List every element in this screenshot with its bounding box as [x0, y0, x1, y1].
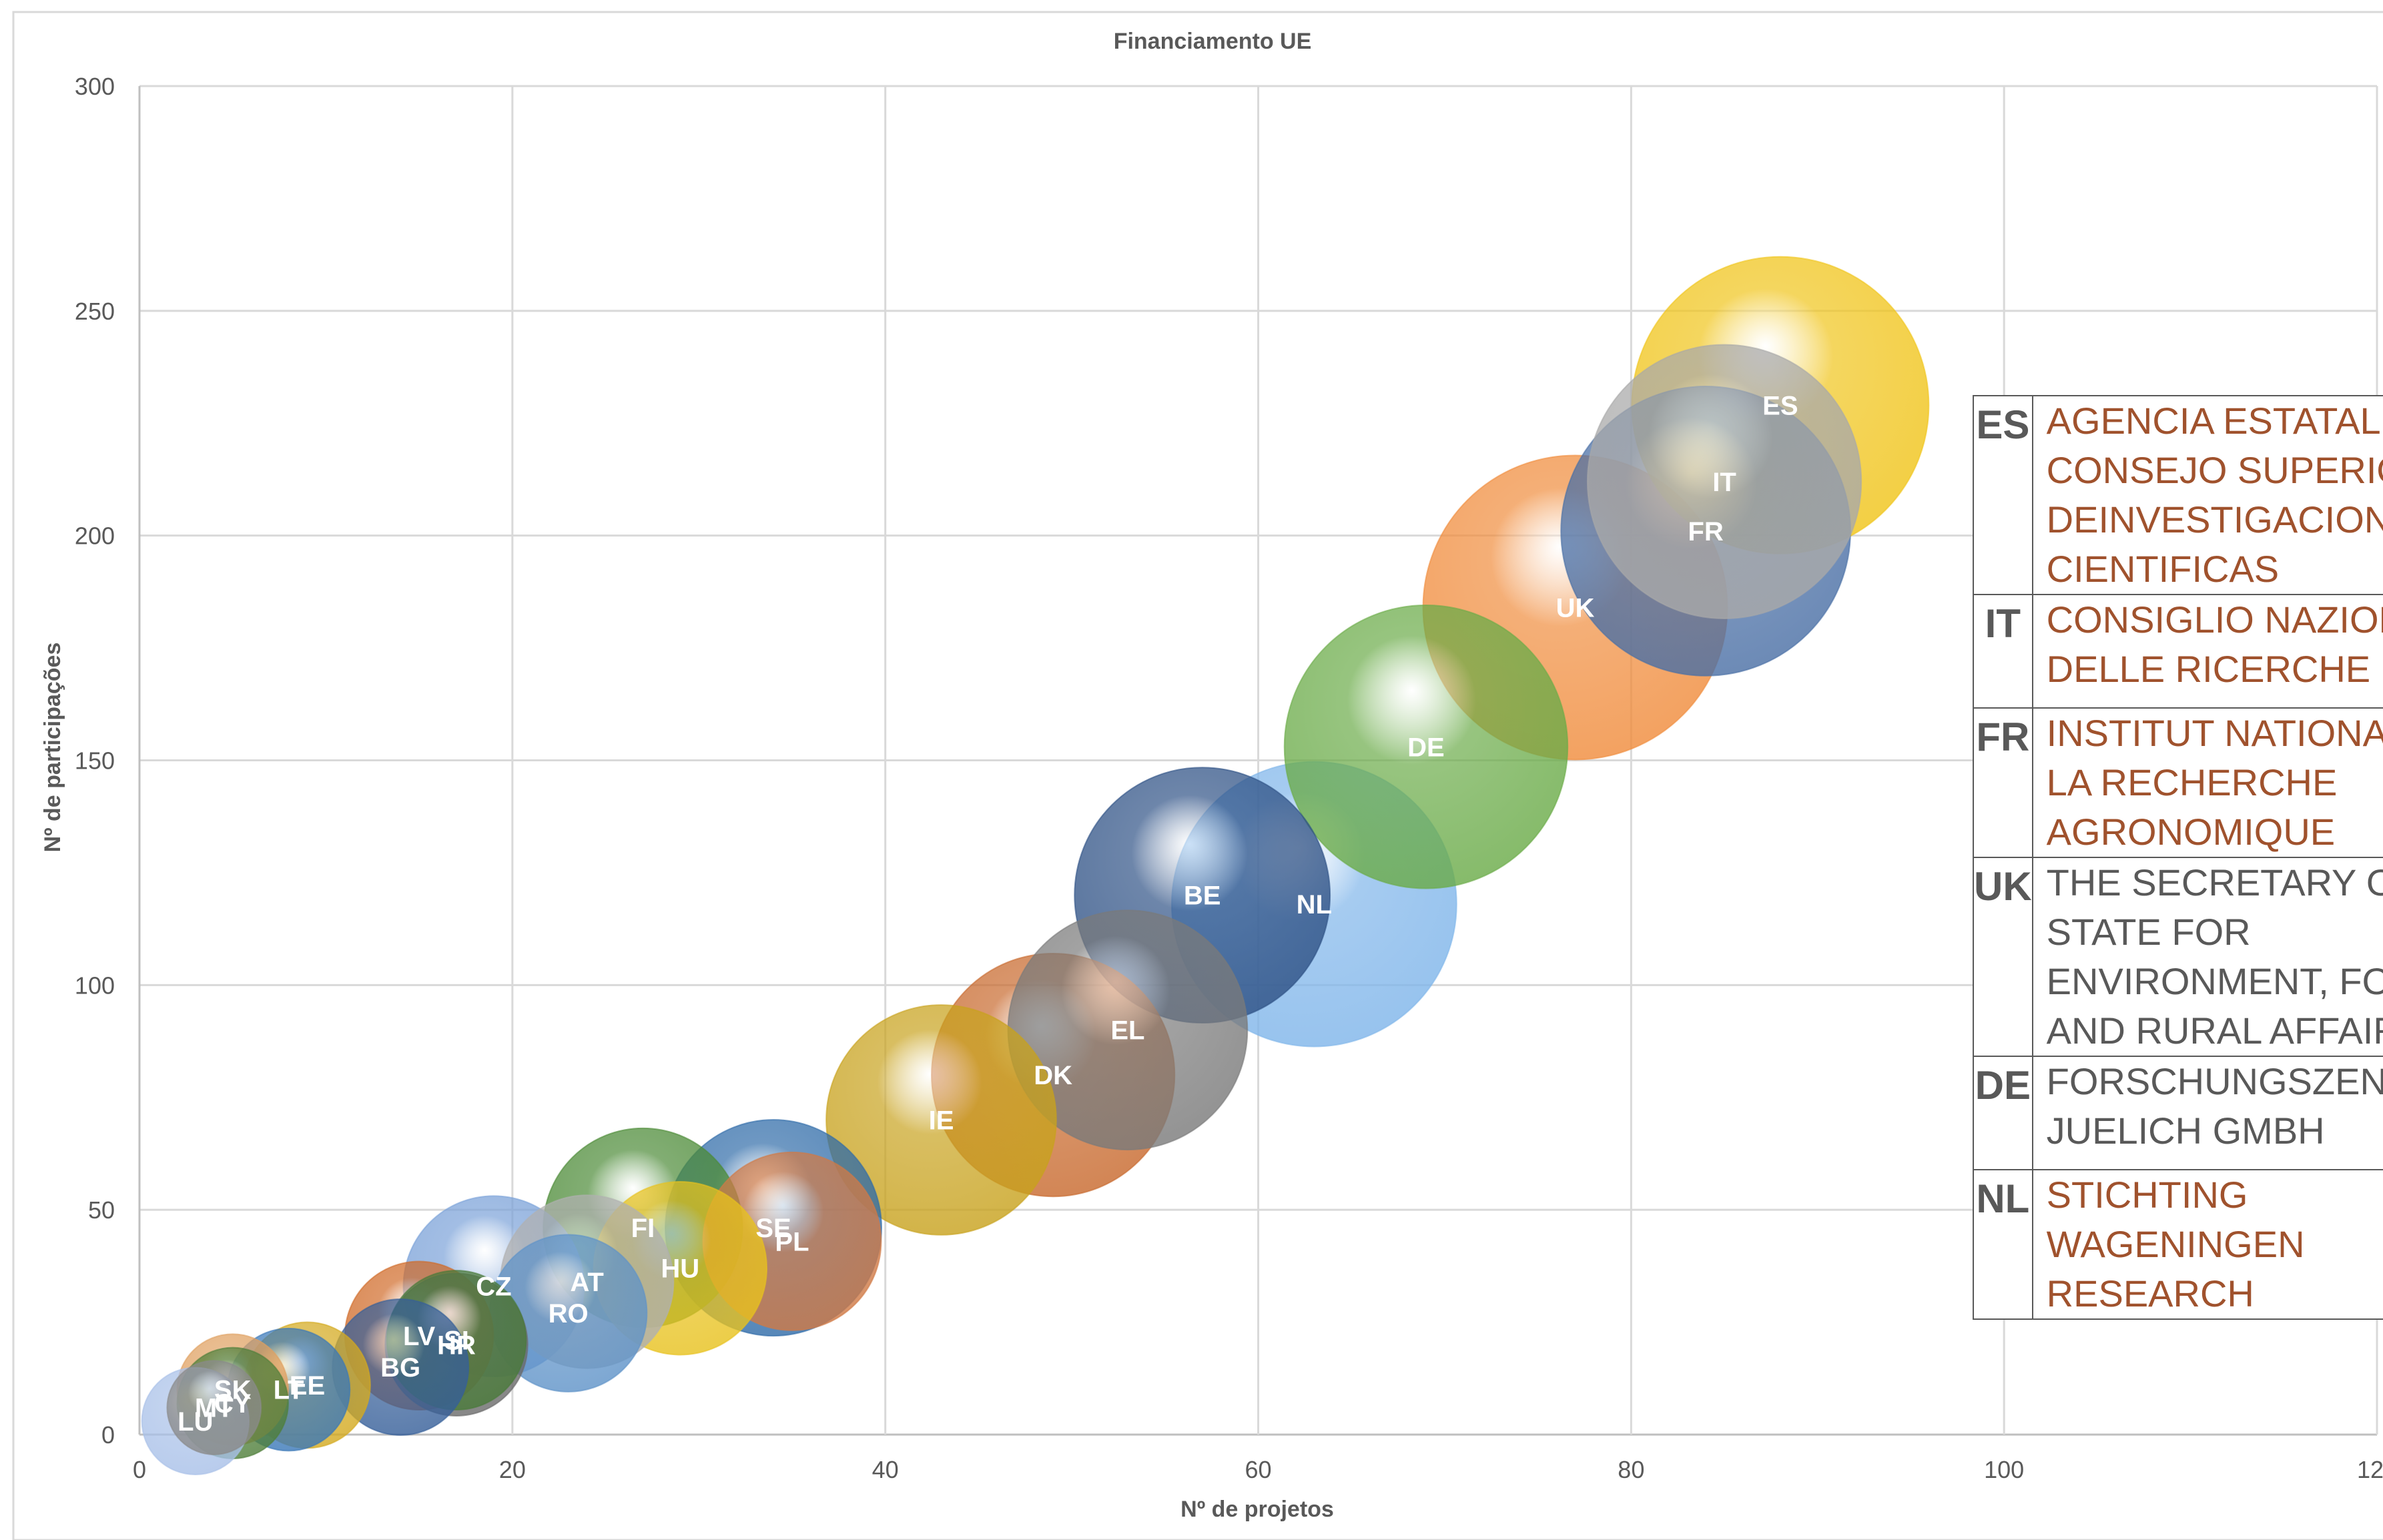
bubble-mt: [166, 1360, 262, 1455]
bubble-label-at: AT: [570, 1268, 603, 1297]
bubble-label-ro: RO: [549, 1299, 589, 1328]
bubble-label-mt: MT: [195, 1394, 234, 1423]
axes: 0 50 100 150 200 250 300 0 20 40 60 80 100 120: [75, 73, 2383, 1483]
bubble-label-pl: PL: [775, 1227, 809, 1256]
y-tick-label: 150: [75, 747, 115, 775]
chart-title: Financiamento UE: [1114, 29, 1312, 54]
country-code-cell: UK: [1973, 857, 2033, 1057]
y-tick-label: 0: [101, 1421, 115, 1449]
x-axis-title: Nº de projetos: [1180, 1497, 1334, 1522]
x-tick-label: 20: [499, 1456, 526, 1483]
y-tick-label: 50: [88, 1196, 115, 1224]
country-code-cell: ES: [1973, 395, 2033, 595]
bubble-label-se: SE: [755, 1214, 791, 1243]
x-tick-label: 60: [1245, 1456, 1271, 1483]
country-code-cell: FR: [1973, 707, 2033, 858]
bubble-label-ie: IE: [929, 1106, 954, 1135]
bubble-de: [1283, 605, 1569, 889]
bubble-label-fi: FI: [631, 1214, 655, 1243]
institution-name-cell: INSTITUT NATIONAL DE LA RECHERCHE AGRONO…: [2031, 707, 2383, 858]
bubble-label-lu: LU: [178, 1407, 213, 1437]
y-tick-label: 200: [75, 522, 115, 550]
y-tick-label: 100: [75, 972, 115, 999]
y-axis-title: Nº de participações: [40, 643, 65, 853]
bubble-label-bg: BG: [380, 1353, 420, 1383]
bubble-label-hr: HR: [437, 1330, 476, 1360]
bubble-label-nl: NL: [1297, 890, 1332, 919]
bubble-label-cy: CY: [214, 1389, 252, 1419]
x-tick-label: 120: [2357, 1456, 2383, 1483]
y-tick-label: 300: [75, 73, 115, 100]
bubble-label-lt: LT: [274, 1376, 304, 1405]
bubble-label-hu: HU: [661, 1254, 699, 1284]
x-tick-label: 80: [1618, 1456, 1644, 1483]
bubble-ie: [825, 1004, 1057, 1236]
table-row: NL STICHTING WAGENINGEN RESEARCH: [1973, 1169, 2383, 1320]
bubble-it: [1586, 344, 1862, 619]
bubble-label-de: DE: [1407, 733, 1445, 762]
bubble-label-lv: LV: [403, 1322, 435, 1351]
institution-name-cell: AGENCIA ESTATAL CONSEJO SUPERIOR DEINVES…: [2031, 395, 2383, 595]
bubbles: [141, 256, 1930, 1476]
bubble-label-cz: CZ: [476, 1272, 511, 1302]
bubble-label-it: IT: [1712, 468, 1736, 497]
institution-name-cell: THE SECRETARY OF STATE FOR ENVIRONMENT, …: [2031, 857, 2383, 1057]
x-tick-label: 100: [1984, 1456, 2024, 1483]
institution-name-cell: CONSIGLIO NAZIONALE DELLE RICERCHE: [2031, 594, 2383, 709]
bubble-label-sk: SK: [214, 1376, 252, 1405]
bubble-label-ee: EE: [290, 1371, 325, 1401]
bubble-label-es: ES: [1762, 391, 1798, 420]
table-row: DEFORSCHUNGSZENTRUM JUELICH GMBH: [1973, 1056, 2383, 1170]
bubble-label-fr: FR: [1688, 517, 1723, 546]
x-tick-label: 40: [872, 1456, 899, 1483]
bubble-label-dk: DK: [1034, 1061, 1072, 1090]
y-tick-label: 250: [75, 298, 115, 325]
bubble-label-el: EL: [1110, 1016, 1144, 1046]
institution-name-cell: FORSCHUNGSZENTRUM JUELICH GMBH: [2031, 1056, 2383, 1170]
bubble-label-be: BE: [1184, 881, 1221, 911]
chart-border: [12, 11, 2383, 1540]
country-code-cell: IT: [1973, 594, 2033, 709]
country-code-cell: NL: [1973, 1169, 2033, 1320]
x-tick-label: 0: [133, 1456, 146, 1483]
bubble-label-uk: UK: [1556, 593, 1595, 623]
bubble-label-si: SI: [444, 1326, 469, 1356]
country-code-cell: DE: [1973, 1056, 2033, 1170]
institution-name-cell: STICHTING WAGENINGEN RESEARCH: [2031, 1169, 2383, 1320]
